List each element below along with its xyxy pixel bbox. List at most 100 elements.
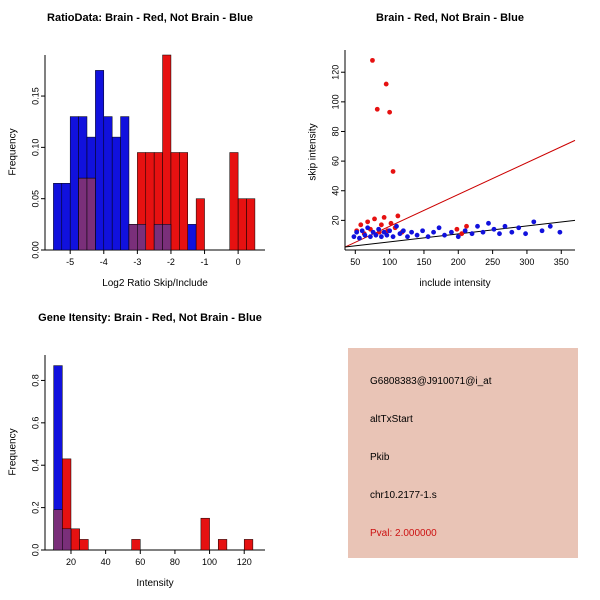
histogram-bar bbox=[195, 198, 205, 251]
data-point bbox=[436, 225, 442, 231]
data-point bbox=[365, 225, 371, 231]
x-tick-label: 50 bbox=[350, 257, 360, 267]
histogram-bar bbox=[131, 539, 141, 551]
data-point bbox=[459, 231, 465, 237]
data-point bbox=[400, 228, 406, 234]
data-point bbox=[455, 234, 461, 240]
histogram-bar bbox=[53, 183, 63, 251]
data-point bbox=[378, 234, 384, 240]
data-point bbox=[373, 232, 379, 238]
event-type: altTxStart bbox=[370, 414, 413, 425]
histogram-bar bbox=[70, 528, 80, 551]
y-tick-label: 80 bbox=[330, 126, 340, 136]
data-point bbox=[449, 229, 454, 235]
data-point bbox=[523, 231, 528, 237]
x-axis-label: include intensity bbox=[419, 278, 491, 289]
x-tick-label: 0 bbox=[236, 257, 241, 267]
fit-line bbox=[344, 139, 576, 248]
data-point bbox=[376, 226, 382, 232]
y-tick-label: 40 bbox=[330, 186, 340, 196]
data-point bbox=[358, 222, 364, 228]
probe-id: G6808383@J910071@i_at bbox=[370, 376, 492, 387]
chart-title: Brain - Red, Not Brain - Blue bbox=[376, 12, 524, 24]
y-tick-label: 60 bbox=[330, 156, 340, 166]
data-point bbox=[354, 229, 360, 235]
histogram-overlap-bar bbox=[162, 224, 172, 251]
x-tick-label: 100 bbox=[202, 557, 217, 567]
histogram-bar bbox=[229, 152, 239, 251]
data-point bbox=[497, 231, 502, 237]
histogram-bar bbox=[217, 539, 228, 551]
data-point bbox=[357, 235, 362, 241]
data-point bbox=[509, 229, 515, 235]
histogram-bar bbox=[69, 116, 79, 251]
data-point bbox=[462, 228, 468, 234]
panel-intensity-scatter: Brain - Red, Not Brain - Blue skip inten… bbox=[300, 0, 600, 300]
histogram-bar bbox=[246, 198, 256, 251]
histogram-bar bbox=[170, 152, 180, 251]
histogram-bar bbox=[95, 70, 105, 251]
y-tick-label: 120 bbox=[330, 65, 340, 80]
data-point bbox=[531, 219, 537, 225]
x-tick-label: 150 bbox=[416, 257, 431, 267]
y-tick-label: 0.00 bbox=[30, 241, 40, 259]
data-point bbox=[387, 109, 393, 115]
panel-gene-intensity-histogram: Gene Itensity: Brain - Red, Not Brain - … bbox=[0, 300, 300, 600]
data-point bbox=[388, 220, 394, 226]
data-point bbox=[547, 223, 553, 229]
data-point bbox=[475, 223, 480, 229]
data-point bbox=[370, 57, 375, 63]
y-tick-label: 20 bbox=[330, 215, 340, 225]
histogram-bar bbox=[243, 539, 254, 551]
data-point bbox=[368, 234, 373, 240]
chart-title: RatioData: Brain - Red, Not Brain - Blue bbox=[47, 12, 253, 24]
x-tick-label: 350 bbox=[554, 257, 569, 267]
x-tick-label: 200 bbox=[451, 257, 466, 267]
histogram-overlap-bar bbox=[128, 224, 138, 251]
histogram-bar bbox=[237, 198, 247, 251]
chromosome-location: chr10.2177-1.s bbox=[370, 490, 437, 501]
histogram-bar bbox=[179, 152, 188, 251]
gene-symbol: Pkib bbox=[370, 452, 390, 463]
data-point bbox=[539, 228, 545, 234]
panel-info: G6808383@J910071@i_at altTxStart Pkib ch… bbox=[300, 300, 600, 600]
data-point bbox=[390, 169, 396, 174]
data-point bbox=[362, 232, 368, 238]
data-point bbox=[414, 232, 420, 238]
data-point bbox=[397, 231, 403, 237]
x-tick-label: -5 bbox=[66, 257, 74, 267]
histogram-overlap-bar bbox=[53, 509, 63, 551]
histogram-bar bbox=[61, 183, 71, 251]
x-tick-label: 80 bbox=[170, 557, 180, 567]
panel-ratio-histogram: RatioData: Brain - Red, Not Brain - Blue… bbox=[0, 0, 300, 300]
data-point bbox=[420, 228, 425, 234]
data-point bbox=[486, 220, 491, 226]
histogram-bar bbox=[145, 152, 155, 251]
data-point bbox=[405, 234, 410, 240]
x-tick-label: 60 bbox=[135, 557, 145, 567]
y-tick-label: 0.15 bbox=[30, 87, 40, 105]
plot-area: 50 100 150 200 250 300 350 20 40 60 80 100 120 bbox=[330, 50, 576, 267]
x-tick-label: -1 bbox=[201, 257, 209, 267]
data-point bbox=[454, 226, 460, 232]
data-point bbox=[431, 229, 436, 235]
x-tick-label: 40 bbox=[101, 557, 111, 567]
x-axis-label: Log2 Ratio Skip/Include bbox=[102, 278, 208, 289]
y-tick-label: 0.6 bbox=[30, 417, 40, 430]
plot-area: -5 -4 -3 -2 -1 0 0.00 0.05 0.10 0.15 bbox=[30, 54, 265, 267]
data-point bbox=[395, 213, 401, 219]
data-point bbox=[491, 226, 497, 232]
data-point bbox=[502, 223, 508, 229]
data-point bbox=[378, 222, 384, 228]
histogram-bar bbox=[200, 517, 210, 551]
data-point bbox=[516, 225, 522, 231]
data-point bbox=[480, 229, 486, 235]
data-point bbox=[425, 234, 431, 240]
x-axis-label: Intensity bbox=[136, 578, 174, 589]
pvalue-text: Pval: 2.000000 bbox=[370, 528, 437, 539]
data-point bbox=[384, 232, 390, 238]
histogram-bar bbox=[111, 136, 121, 251]
data-point bbox=[381, 215, 387, 220]
x-tick-label: 20 bbox=[66, 557, 76, 567]
